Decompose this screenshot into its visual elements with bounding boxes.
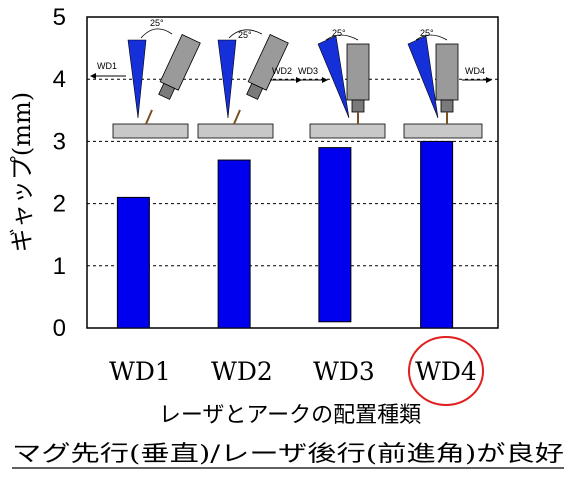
wd-label: WD3 xyxy=(298,66,318,76)
inset-wd1: 25° WD1 xyxy=(90,18,201,139)
inset-wd2: 25° WD2 xyxy=(197,29,302,139)
bar-wd1 xyxy=(116,196,150,329)
torch xyxy=(246,34,289,100)
laser-beam xyxy=(217,39,237,119)
laser-beam xyxy=(127,39,147,119)
x-category-label: WD1 xyxy=(109,357,171,386)
plate xyxy=(112,123,189,139)
x-category-label: WD3 xyxy=(313,357,375,386)
torch xyxy=(435,43,459,101)
y-tick-label: 5 xyxy=(53,4,66,31)
angle-arc xyxy=(415,34,448,41)
y-tick-label: 0 xyxy=(53,315,66,342)
bar-wd3 xyxy=(318,147,352,323)
torch-tip xyxy=(351,99,365,113)
wd-label: WD4 xyxy=(465,66,485,76)
torch xyxy=(158,34,201,100)
wd-arrowhead xyxy=(322,77,328,83)
wd-arrowhead xyxy=(486,77,492,83)
angle-label: 25° xyxy=(238,30,252,40)
plate xyxy=(197,123,274,139)
bar-wd4 xyxy=(420,140,454,329)
angle-label: 25° xyxy=(150,18,164,28)
plate xyxy=(309,123,386,139)
angle-arc xyxy=(228,29,263,39)
angle-label: 25° xyxy=(420,28,434,38)
highlight-circle xyxy=(408,336,484,406)
plate xyxy=(403,123,483,139)
wire xyxy=(145,109,153,125)
x-axis-label: レーザとアークの配置種類 xyxy=(159,403,421,428)
y-tick-label: 1 xyxy=(53,253,66,280)
wd-label: WD1 xyxy=(97,61,117,71)
y-tick-label: 4 xyxy=(53,66,66,93)
conclusion-text: マグ先行(垂直)/レーザ後行(前進角)が良好 xyxy=(12,442,564,467)
angle-arc xyxy=(140,28,173,39)
x-category-labels: WD1 WD2 WD3 WD4 xyxy=(109,357,477,386)
y-tick-label: 3 xyxy=(53,128,66,155)
torch xyxy=(346,43,370,101)
bar-wd2 xyxy=(217,159,251,329)
y-tick-label: 2 xyxy=(53,191,66,218)
laser-beam xyxy=(317,35,350,119)
x-category-label: WD4 xyxy=(415,357,477,386)
y-tick-labels: 0 1 2 3 4 5 xyxy=(53,4,66,342)
wd-arrowhead xyxy=(90,73,96,79)
inset-wd3: 25° WD3 xyxy=(296,28,386,139)
x-category-label: WD2 xyxy=(211,357,273,386)
torch-tip xyxy=(440,99,454,113)
wire xyxy=(233,109,241,125)
angle-label: 25° xyxy=(332,28,346,38)
angle-arc xyxy=(325,34,359,41)
laser-beam xyxy=(407,35,439,119)
inset-wd4: 25° WD4 xyxy=(403,28,492,139)
bars xyxy=(116,140,454,329)
y-axis-label: ギャップ(mm) xyxy=(8,92,36,252)
torch-insets: 25° WD1 25° WD2 xyxy=(90,18,492,139)
wd-label: WD2 xyxy=(272,66,292,76)
